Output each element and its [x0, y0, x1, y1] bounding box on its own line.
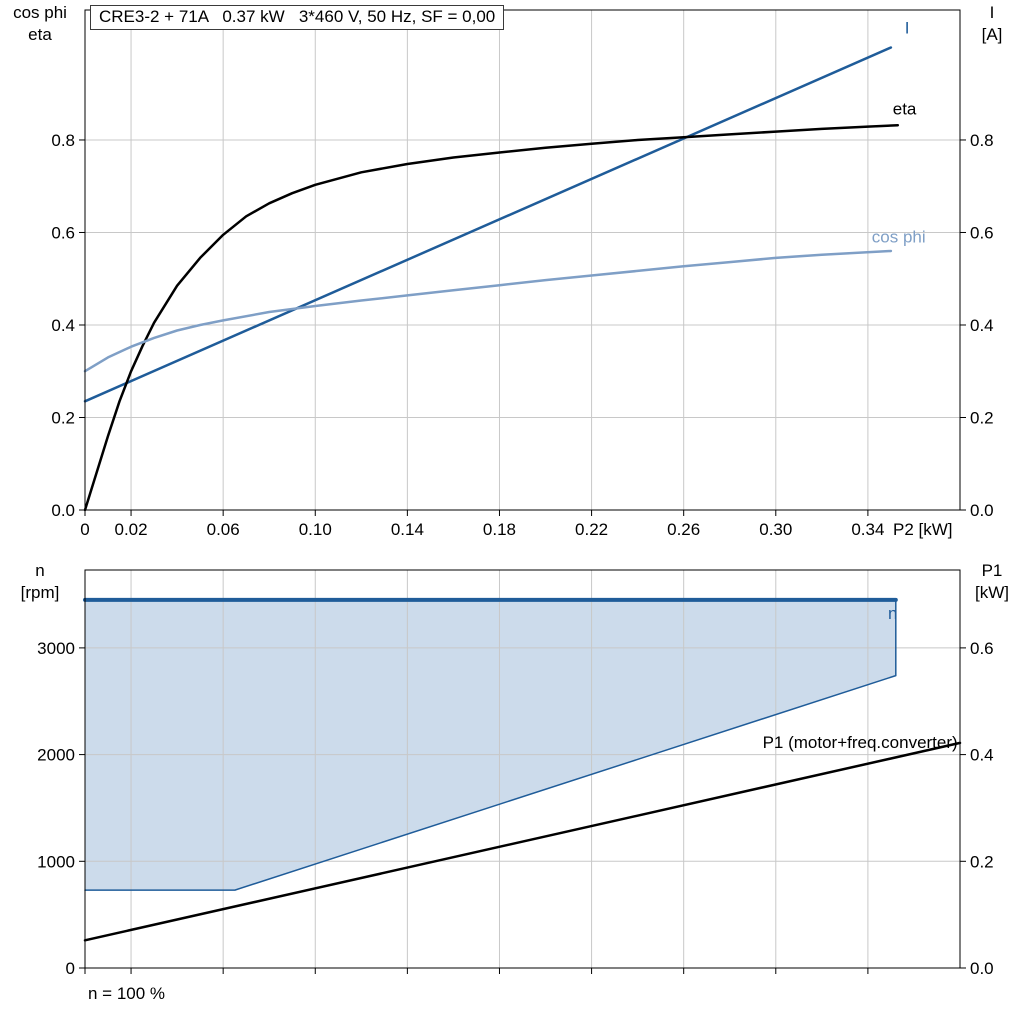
axis-label-speed-unit: [rpm]	[20, 583, 60, 602]
x-tick-label: 0.26	[667, 520, 700, 539]
curve-label-i: I	[905, 19, 910, 38]
y-tick-label-left: 0.2	[51, 408, 75, 427]
x-tick-label: 0.02	[115, 520, 148, 539]
speed-envelope-border	[84, 599, 897, 891]
y-tick-label-right: 0.2	[970, 408, 994, 427]
n-tick-label: 3000	[37, 639, 75, 658]
x-tick-label: 0.14	[391, 520, 424, 539]
bottom-left-axis-label: n [rpm]	[2, 560, 78, 604]
x-tick-label: 0.06	[207, 520, 240, 539]
bottom-chart-frame	[84, 569, 961, 969]
bottom-right-axis-label: P1 [kW]	[964, 560, 1020, 604]
curve-i	[83, 46, 893, 403]
p1-tick-label: 0.2	[970, 852, 994, 871]
y-tick-label-right: 0.4	[970, 316, 994, 335]
top-left-axis-label: cos phi eta	[2, 2, 78, 46]
curve-p1-motor-freq-converter-	[83, 741, 962, 942]
y-tick-label-right: 0.6	[970, 223, 994, 242]
curve-label-n: n	[888, 604, 897, 623]
y-tick-label-left: 0.8	[51, 131, 75, 150]
n-tick-label: 0	[66, 959, 75, 978]
curve-cos-phi	[83, 249, 893, 373]
chart-title-box: CRE3-2 + 71A 0.37 kW 3*460 V, 50 Hz, SF …	[90, 5, 505, 30]
curve-label-p1-motor-freq-converter-: P1 (motor+freq.converter)	[763, 733, 958, 752]
axis-label-p1: P1	[981, 561, 1003, 580]
axis-label-p1-unit: [kW]	[975, 583, 1009, 602]
axis-label-eta: eta	[28, 25, 52, 44]
x-axis-label: P2 [kW]	[893, 520, 953, 539]
axis-label-current-unit: [A]	[981, 25, 1003, 44]
x-tick-label: 0.30	[759, 520, 792, 539]
x-tick-label: 0.10	[299, 520, 332, 539]
y-tick-label-right: 0.0	[970, 501, 994, 520]
p1-tick-label: 0.4	[970, 746, 994, 765]
x-tick-label: 0	[80, 520, 89, 539]
y-tick-label-left: 0.0	[51, 501, 75, 520]
y-tick-label-right: 0.8	[970, 131, 994, 150]
p1-tick-label: 0.6	[970, 639, 994, 658]
n-tick-label: 1000	[37, 852, 75, 871]
top-right-axis-label: I [A]	[964, 2, 1020, 46]
curve-label-cos-phi: cos phi	[872, 228, 926, 247]
curve-eta	[83, 123, 900, 512]
axis-label-speed: n	[35, 561, 45, 580]
bottom-chart: 0 1000 2000 3000 0.0 0.2 0.4 0.6 n P1 (motor+freq…	[37, 569, 994, 978]
axis-label-current: I	[989, 3, 995, 22]
speed-percentage-note: n = 100 %	[88, 984, 166, 1003]
y-tick-label-left: 0.6	[51, 223, 75, 242]
speed-envelope-area	[85, 599, 896, 891]
curve-label-eta: eta	[893, 100, 917, 119]
y-tick-label-left: 0.4	[51, 316, 75, 335]
x-tick-label: 0.34	[851, 520, 884, 539]
x-tick-label: 0.18	[483, 520, 516, 539]
x-tick-label: 0.22	[575, 520, 608, 539]
top-chart: 0 0.02 0.06 0.10 0.14 0.18 0.22 0.26 0.30 0.34 0.0…	[51, 9, 994, 539]
n-tick-label: 2000	[37, 746, 75, 765]
axis-label-cos-phi: cos phi	[13, 3, 67, 22]
top-chart-frame	[84, 9, 961, 511]
p1-tick-label: 0.0	[970, 959, 994, 978]
